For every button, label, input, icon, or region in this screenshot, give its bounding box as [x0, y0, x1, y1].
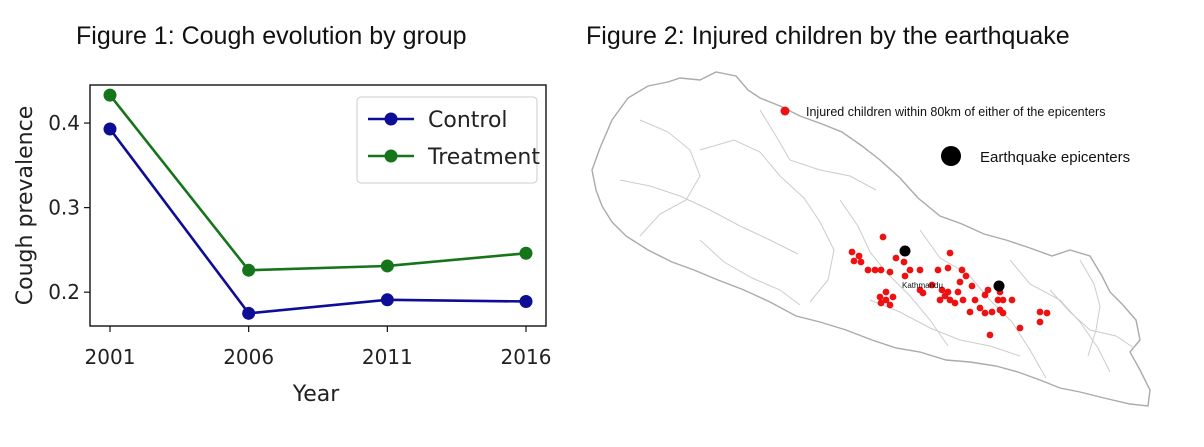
injured-child-dot [1036, 318, 1044, 326]
injured-child-dot [906, 266, 914, 274]
district-line [1009, 259, 1111, 373]
district-line [839, 199, 949, 347]
x-tick-label: 2011 [362, 345, 413, 369]
injured-child-dot [928, 281, 936, 289]
injured-child-dot [879, 233, 887, 241]
legend-injured-marker [780, 106, 790, 116]
district-line [619, 179, 799, 255]
injured-child-dot [968, 282, 976, 290]
injured-child-dot [962, 272, 970, 280]
series-line-control [108, 128, 527, 315]
injured-child-dot [901, 272, 909, 280]
injured-child-dot [889, 293, 897, 301]
legend-label-control: Control [428, 108, 508, 133]
injured-child-dot [857, 258, 865, 266]
injured-child-dot [994, 296, 1002, 304]
figure2-title: Figure 2: Injured children by the earthq… [586, 22, 1070, 50]
injured-child-dot [1036, 308, 1044, 316]
district-line [759, 109, 877, 191]
legend-epicenter-label: Earthquake epicenters [980, 149, 1130, 166]
injured-child-dot [951, 299, 959, 307]
injured-child-dot [981, 309, 989, 317]
injured-child-dot [986, 331, 994, 339]
injured-child-dot [855, 252, 863, 260]
injured-child-dot [988, 308, 996, 316]
district-line [919, 229, 1047, 379]
y-tick-label: 0.3 [48, 196, 80, 220]
district-line [1079, 259, 1101, 357]
injured-child-dot [850, 257, 858, 265]
series-line-treatment [108, 94, 527, 272]
injured-child-dot [971, 296, 979, 304]
district-line [1049, 289, 1135, 349]
district-line [639, 119, 701, 237]
district-line [699, 139, 835, 303]
injured-child-dot [1016, 324, 1024, 332]
x-tick-label: 2006 [223, 345, 274, 369]
district-line [699, 239, 801, 306]
injured-child-dot [871, 266, 879, 274]
injured-child-dot [934, 266, 942, 274]
injured-child-dot [886, 301, 894, 309]
x-tick-label: 2001 [85, 345, 136, 369]
data-point-treatment [242, 263, 256, 277]
injured-child-dot [944, 264, 952, 272]
legend-marker-control [384, 112, 398, 126]
injured-child-dot [886, 268, 894, 276]
legend-epicenter-marker [941, 146, 961, 166]
data-point-control [103, 122, 117, 136]
plot-frame [89, 84, 547, 327]
nepal-outline [591, 71, 1151, 407]
injured-child-dot [984, 286, 992, 294]
injured-child-dot [916, 266, 924, 274]
injured-child-dot [900, 258, 908, 266]
injured-child-dot [981, 291, 989, 299]
legend-marker-treatment [384, 149, 398, 163]
y-tick-label: 0.2 [48, 280, 80, 304]
injured-child-dot [954, 288, 962, 296]
epicenter-dot [993, 280, 1005, 292]
y-axis-label: Cough prevalence [13, 106, 38, 305]
injured-child-dot [958, 266, 966, 274]
district-line [869, 299, 1021, 357]
line-chart: 2001 2006 2011 2016 0.2 0.3 0.4 Year Cough preva… [13, 84, 552, 407]
x-tick-label: 2016 [501, 345, 552, 369]
figure1-title: Figure 1: Cough evolution by group [76, 22, 467, 50]
x-axis-label: Year [292, 382, 341, 407]
injured-child-dot [1043, 309, 1051, 317]
injured-child-dot [959, 296, 967, 304]
injured-child-dot [941, 292, 949, 300]
injured-child-dot [999, 296, 1007, 304]
legend-injured-label: Injured children within 80km of either o… [806, 105, 1105, 119]
city-label-kathmandu: Kathmandu [902, 281, 943, 290]
injured-child-dot [946, 296, 954, 304]
epicenter-dot [899, 245, 911, 257]
injured-child-dot [966, 308, 974, 316]
injured-child-dot [936, 296, 944, 304]
injured-child-dot [864, 266, 872, 274]
legend-label-treatment: Treatment [427, 145, 540, 170]
injured-child-dot [892, 254, 900, 262]
injured-child-dot [976, 304, 984, 312]
data-point-treatment [103, 88, 117, 102]
injured-child-dot [938, 286, 946, 294]
data-point-control [242, 306, 256, 320]
y-tick-label: 0.4 [48, 111, 80, 135]
data-point-control [380, 293, 394, 307]
injured-child-dot [877, 299, 885, 307]
injured-child-dot [848, 248, 856, 256]
injured-child-dot [946, 249, 954, 257]
injured-child-dot [956, 278, 964, 286]
injured-child-dot [999, 309, 1007, 317]
data-point-treatment [380, 259, 394, 273]
injured-child-dot [882, 296, 890, 304]
injured-child-dot [882, 288, 890, 296]
data-point-control [519, 294, 533, 308]
injured-child-dot [916, 286, 924, 294]
data-point-treatment [519, 246, 533, 260]
injured-child-dot [876, 293, 884, 301]
injured-child-dot [877, 266, 885, 274]
injured-child-dot [1008, 296, 1016, 304]
